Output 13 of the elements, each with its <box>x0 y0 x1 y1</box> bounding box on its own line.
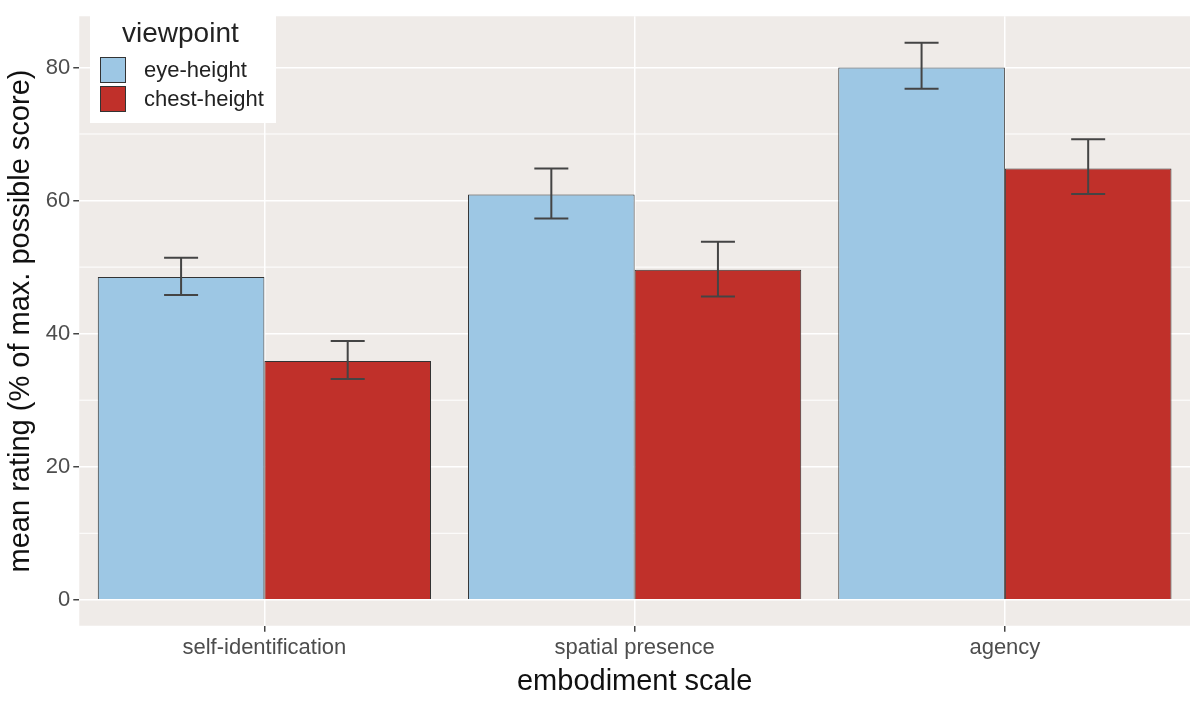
y-tick-label: 60 <box>45 186 71 212</box>
x-tick-label: spatial presence <box>554 634 715 660</box>
legend-label: eye-height <box>144 56 247 83</box>
y-axis-title: mean rating (% of max. possible score) <box>3 69 36 573</box>
x-axis-title: embodiment scale <box>516 663 753 696</box>
y-tick-label: 0 <box>58 585 71 611</box>
y-tick-label: 40 <box>45 319 71 345</box>
y-tick-label: 80 <box>45 53 71 79</box>
x-tick-label: self-identification <box>182 634 347 660</box>
legend-label: chest-height <box>144 85 264 112</box>
x-tick-label: agency <box>969 634 1041 660</box>
y-tick-label: 20 <box>45 452 71 478</box>
legend-title: viewpoint <box>122 17 240 49</box>
